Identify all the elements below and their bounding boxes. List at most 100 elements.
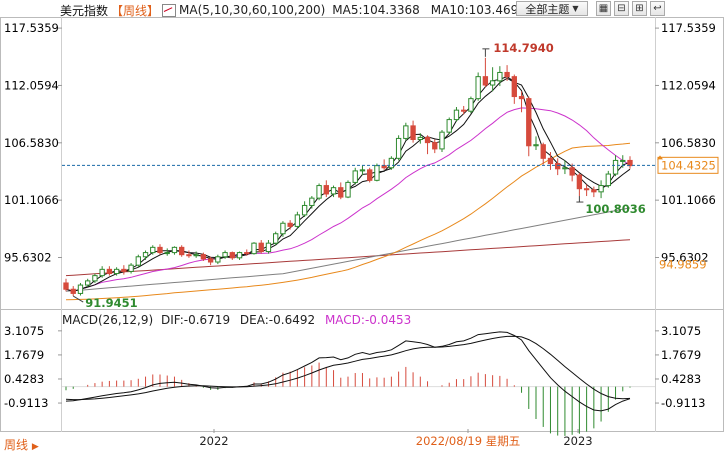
candle-body bbox=[555, 163, 561, 170]
macd-header: MACD(26,12,9) DIF:-0.6719 DEA:-0.6492 MA… bbox=[62, 313, 411, 327]
candle-body bbox=[374, 165, 380, 181]
candle-body bbox=[222, 252, 228, 258]
candle-body bbox=[106, 268, 113, 275]
candle-body bbox=[482, 76, 489, 86]
dea-line bbox=[65, 335, 631, 401]
candle-body bbox=[461, 109, 467, 112]
current-price-tag bbox=[657, 156, 719, 174]
candle-body bbox=[388, 157, 395, 169]
y-tick-label-right: 112.0594 bbox=[661, 78, 716, 92]
current-price-marker bbox=[657, 155, 663, 160]
minus-icon[interactable]: ⊟ bbox=[614, 1, 629, 16]
macd-panel-frame bbox=[0, 309, 724, 432]
ma200-line bbox=[65, 239, 631, 277]
y-tick-label-left: 112.0594 bbox=[4, 78, 59, 92]
y-tick-label-left: 101.1066 bbox=[4, 193, 59, 207]
ma-label: MA(5,10,30,60,100,200) bbox=[179, 3, 326, 17]
candle-body bbox=[85, 280, 91, 286]
ma5-value: MA5:104.3368 bbox=[332, 3, 420, 17]
macd-label: MACD(26,12,9) bbox=[62, 313, 154, 327]
macd-tick-label-left: 1.7679 bbox=[4, 348, 44, 362]
x-tick-label: 2023 bbox=[563, 434, 592, 448]
low-annotation-stem bbox=[72, 295, 84, 303]
current-price-label: 104.4325 bbox=[661, 158, 716, 172]
candle-body bbox=[294, 214, 301, 227]
theme-select-button[interactable]: 全部主题 ▼ bbox=[516, 1, 588, 16]
candle-body bbox=[489, 80, 496, 86]
candle-body bbox=[424, 136, 431, 144]
candle-body bbox=[121, 268, 127, 272]
candle-body bbox=[475, 76, 481, 100]
candle-body bbox=[316, 185, 322, 199]
candle-body bbox=[323, 185, 329, 195]
candle-body bbox=[99, 268, 105, 277]
dea-value: DEA:-0.6492 bbox=[239, 313, 316, 327]
candle-body bbox=[439, 131, 445, 150]
candle-body bbox=[468, 98, 474, 112]
period-switch-button[interactable]: 周线 ▶ bbox=[4, 436, 39, 453]
candle-body bbox=[113, 268, 120, 275]
candle-body bbox=[135, 256, 141, 266]
y-tick-label-right: 106.5830 bbox=[661, 136, 716, 150]
candle-body bbox=[591, 189, 597, 193]
y-tick-label-right: 101.1066 bbox=[661, 193, 716, 207]
candle-body bbox=[497, 71, 503, 82]
candle-body bbox=[70, 288, 76, 294]
y-tick-label-left: 95.6302 bbox=[4, 251, 52, 265]
candle-body bbox=[453, 109, 460, 121]
candle-body bbox=[92, 275, 98, 282]
candle-body bbox=[598, 185, 604, 193]
candle-body bbox=[63, 282, 69, 290]
x-tick-label: 2022 bbox=[199, 434, 228, 448]
candle-body bbox=[504, 71, 510, 78]
candle-body bbox=[518, 96, 525, 100]
candle-body bbox=[547, 157, 554, 165]
y-tick-label-right: 117.5359 bbox=[661, 21, 716, 35]
candle-body bbox=[345, 181, 351, 198]
back-icon[interactable]: ↩ bbox=[650, 1, 665, 16]
chart-header: 美元指数 【周线】 MA(5,10,30,60,100,200) MA5:104… bbox=[60, 1, 518, 19]
grid-icon[interactable]: ▦ bbox=[596, 1, 611, 16]
candle-body bbox=[77, 284, 84, 294]
y-tick-label-left: 117.5359 bbox=[4, 21, 59, 35]
candle-body bbox=[265, 242, 272, 253]
candle-body bbox=[164, 252, 170, 255]
candle-body bbox=[251, 242, 257, 255]
theme-select-label: 全部主题 bbox=[525, 2, 570, 16]
candle-body bbox=[309, 197, 315, 206]
candle-body bbox=[330, 187, 337, 195]
ma100-line bbox=[65, 207, 631, 292]
candle-body bbox=[244, 252, 250, 255]
candle-body bbox=[207, 258, 214, 263]
macd-tick-label-left: 3.1075 bbox=[4, 324, 44, 338]
candle-body bbox=[605, 173, 611, 187]
ma10-value: MA10:103.469 bbox=[430, 3, 519, 17]
candle-body bbox=[569, 167, 575, 176]
ma-settings-icon[interactable] bbox=[162, 3, 177, 17]
candle-body bbox=[526, 98, 532, 147]
candle-body bbox=[511, 76, 517, 98]
y-tick-label-right: 95.6302 bbox=[661, 251, 709, 265]
macd-tick-label-left: -0.9113 bbox=[4, 396, 48, 410]
candle-body bbox=[215, 256, 221, 263]
macd-tick-label-right: -0.9113 bbox=[661, 396, 705, 410]
high-annotation-label: 114.7940 bbox=[493, 41, 553, 55]
instrument-title: 美元指数 bbox=[60, 3, 109, 18]
candle-body bbox=[338, 187, 344, 198]
plus-icon[interactable]: ⊞ bbox=[632, 1, 647, 16]
macd-tick-label-right: 1.7679 bbox=[661, 348, 701, 362]
candle-body bbox=[236, 252, 243, 259]
candle-body bbox=[142, 252, 149, 258]
candle-body bbox=[273, 233, 279, 244]
candle-body bbox=[200, 254, 207, 260]
candle-body bbox=[410, 125, 416, 140]
candle-body bbox=[128, 264, 134, 272]
candle-body bbox=[229, 252, 235, 259]
candle-body bbox=[540, 144, 546, 159]
candle-body bbox=[403, 125, 409, 139]
candle-body bbox=[446, 119, 452, 133]
ma30-line bbox=[65, 107, 631, 292]
low-annotation-label: 91.9451 bbox=[85, 296, 137, 310]
period-label[interactable]: 【周线】 bbox=[111, 3, 160, 18]
candle-body bbox=[432, 142, 438, 150]
